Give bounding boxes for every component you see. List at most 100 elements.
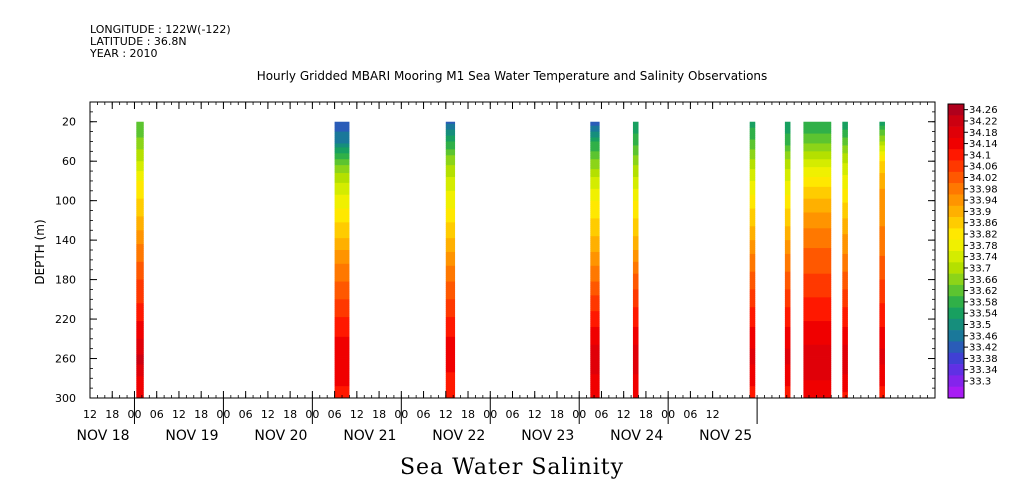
- data-column-cell: [445, 336, 456, 340]
- data-column-cell: [803, 295, 832, 298]
- data-column-cell: [334, 242, 350, 245]
- data-column-cell: [842, 297, 848, 300]
- data-column-cell: [632, 123, 639, 127]
- data-column-cell: [749, 273, 756, 277]
- data-column-cell: [842, 285, 848, 288]
- data-column-cell: [842, 275, 848, 279]
- data-column-cell: [803, 332, 832, 336]
- data-column-cell: [632, 370, 639, 373]
- data-column-cell: [879, 279, 885, 282]
- data-column-cell: [445, 131, 456, 134]
- data-column-cell: [803, 285, 832, 288]
- data-column-cell: [749, 303, 756, 306]
- data-column-cell: [136, 121, 144, 125]
- data-column-cell: [784, 394, 791, 397]
- data-column-cell: [445, 277, 456, 280]
- data-column-cell: [445, 354, 456, 357]
- data-column-cell: [334, 340, 350, 344]
- data-column-cell: [784, 374, 791, 377]
- data-column-cell: [879, 131, 885, 134]
- data-column-cell: [590, 271, 600, 275]
- x-date-label: NOV 24: [610, 428, 663, 444]
- data-column-cell: [136, 301, 144, 304]
- data-column-cell: [784, 366, 791, 369]
- data-column-cell: [334, 224, 350, 227]
- data-column-cell: [842, 342, 848, 346]
- data-column-cell: [803, 283, 832, 286]
- data-column-cell: [445, 234, 456, 237]
- data-column-cell: [334, 338, 350, 342]
- data-column-cell: [136, 311, 144, 314]
- data-column-cell: [334, 238, 350, 241]
- data-column-cell: [136, 336, 144, 340]
- data-column-cell: [803, 255, 832, 259]
- data-column-cell: [590, 388, 600, 391]
- data-column-cell: [136, 125, 144, 129]
- data-column-cell: [842, 176, 848, 180]
- data-column-cell: [590, 171, 600, 174]
- data-column-cell: [784, 332, 791, 336]
- data-column-cell: [842, 206, 848, 209]
- data-column-cell: [136, 358, 144, 361]
- data-column-cell: [590, 246, 600, 249]
- data-column-cell: [632, 210, 639, 213]
- data-column-cell: [136, 390, 144, 393]
- data-column-cell: [334, 336, 350, 340]
- data-column-cell: [842, 366, 848, 369]
- data-column-cell: [136, 360, 144, 363]
- data-column-cell: [590, 125, 600, 129]
- data-column-cell: [334, 206, 350, 209]
- data-column-cell: [749, 313, 756, 316]
- colorbar-swatch: [948, 341, 964, 354]
- data-column-cell: [784, 192, 791, 196]
- data-column-cell: [334, 192, 350, 196]
- data-column-cell: [136, 214, 144, 217]
- data-column-cell: [879, 159, 885, 162]
- data-column-cell: [334, 176, 350, 180]
- data-column-cell: [803, 161, 832, 164]
- data-column-cell: [879, 226, 885, 229]
- data-column-cell: [334, 358, 350, 361]
- data-column-cell: [879, 257, 885, 261]
- data-column-cell: [136, 354, 144, 357]
- data-column-cell: [803, 281, 832, 284]
- data-column-cell: [632, 121, 639, 125]
- data-column-cell: [632, 167, 639, 170]
- data-column-cell: [334, 230, 350, 233]
- data-column-cell: [632, 273, 639, 277]
- data-column-cell: [136, 303, 144, 306]
- data-column-cell: [749, 285, 756, 288]
- data-column-cell: [632, 340, 639, 344]
- data-column-cell: [334, 277, 350, 280]
- data-column-cell: [879, 194, 885, 198]
- data-column-cell: [803, 380, 832, 383]
- data-column-cell: [590, 212, 600, 215]
- data-column-cell: [879, 204, 885, 207]
- data-column-cell: [334, 137, 350, 140]
- data-column-cell: [136, 224, 144, 227]
- data-column-cell: [784, 297, 791, 300]
- data-column-cell: [879, 283, 885, 286]
- data-column-cell: [334, 259, 350, 263]
- y-tick-label: 100: [55, 195, 76, 208]
- data-column-cell: [803, 226, 832, 229]
- data-column-cell: [879, 368, 885, 371]
- data-column-cell: [842, 153, 848, 156]
- data-column-cell: [632, 378, 639, 381]
- data-column-cell: [842, 372, 848, 375]
- data-column-cell: [445, 285, 456, 288]
- data-column-cell: [879, 167, 885, 170]
- colorbar-swatch: [948, 194, 964, 207]
- year-label: YEAR : 2010: [90, 47, 158, 60]
- colorbar-swatch: [948, 251, 964, 263]
- data-column-cell: [136, 352, 144, 355]
- data-column-cell: [632, 194, 639, 198]
- data-column-cell: [136, 257, 144, 261]
- data-column-cell: [842, 137, 848, 140]
- data-column-cell: [784, 301, 791, 304]
- data-column-cell: [879, 135, 885, 138]
- data-column-cell: [879, 281, 885, 284]
- data-column-cell: [842, 208, 848, 211]
- data-column-cell: [749, 364, 756, 367]
- data-column-cell: [445, 370, 456, 373]
